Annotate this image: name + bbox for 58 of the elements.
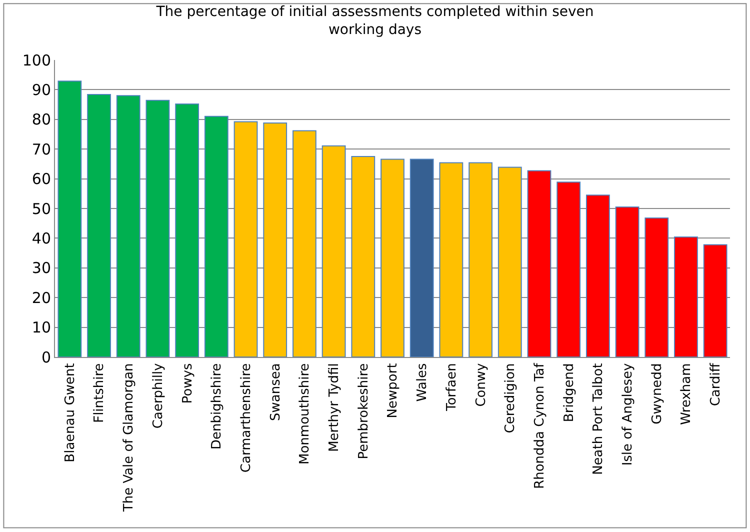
bar bbox=[498, 166, 522, 357]
y-tick-label: 10 bbox=[32, 318, 51, 337]
x-tick-label: Denbighshire bbox=[210, 363, 225, 450]
x-tick-label: The Vale of Glamorgan bbox=[122, 363, 137, 513]
x-tick-label: Wrexham bbox=[679, 363, 694, 425]
y-tick-label: 60 bbox=[32, 170, 51, 188]
x-tick-label: Blaenau Gwent bbox=[62, 363, 78, 462]
bar bbox=[410, 158, 434, 357]
bar bbox=[175, 103, 200, 357]
bar bbox=[292, 130, 316, 357]
y-tick-label: 20 bbox=[32, 288, 51, 307]
bar bbox=[380, 158, 404, 357]
y-tick-label: 70 bbox=[32, 140, 51, 158]
x-tick-label: Torfaen bbox=[444, 363, 460, 412]
x-tick-label: Isle of Anglesey bbox=[620, 362, 636, 466]
bar bbox=[146, 100, 170, 357]
bar bbox=[351, 156, 376, 357]
x-tick-label: Monmouthshire bbox=[298, 363, 313, 464]
y-tick-label: 40 bbox=[32, 229, 51, 248]
bar bbox=[322, 145, 346, 357]
x-tick-label: Wales bbox=[415, 362, 430, 402]
x-tick-label: Cardiff bbox=[708, 362, 724, 406]
bar bbox=[644, 218, 669, 357]
bar bbox=[586, 194, 610, 357]
x-tick-label: Carmarthenshire bbox=[238, 363, 254, 473]
bar bbox=[116, 95, 140, 357]
bar bbox=[556, 182, 581, 357]
y-tick-label: 30 bbox=[32, 259, 51, 278]
bar bbox=[527, 170, 552, 357]
x-tick-label: Conwy bbox=[474, 362, 489, 407]
chart-title: The percentage of initial assessments completed within seven working days bbox=[155, 4, 594, 38]
bar bbox=[87, 94, 111, 357]
x-tick-label: Swansea bbox=[268, 363, 284, 422]
y-tick-label: 90 bbox=[32, 80, 51, 99]
bar bbox=[439, 162, 464, 357]
bar bbox=[234, 121, 258, 357]
x-tick-label: Neath Port Talbot bbox=[591, 363, 606, 475]
bar bbox=[615, 206, 640, 357]
x-tick-label: Rhondda Cynon Taf bbox=[532, 362, 548, 489]
bar bbox=[58, 80, 82, 357]
y-tick-label: 100 bbox=[22, 51, 51, 70]
bar bbox=[204, 116, 228, 357]
bar bbox=[468, 162, 492, 357]
x-tick-label: Bridgend bbox=[562, 363, 577, 422]
x-tick-label: Ceredigion bbox=[503, 363, 518, 434]
x-tick-label: Pembrokeshire bbox=[356, 363, 372, 460]
y-tick-label: 0 bbox=[41, 348, 51, 366]
x-tick-label: Gwynedd bbox=[650, 363, 665, 424]
bar bbox=[263, 122, 288, 357]
bar bbox=[674, 236, 698, 357]
x-tick-label: Newport bbox=[386, 363, 401, 418]
bar bbox=[703, 244, 728, 357]
x-tick-label: Flintshire bbox=[92, 363, 108, 423]
x-tick-label: Merthyr Tydfil bbox=[327, 363, 342, 452]
y-tick-label: 80 bbox=[32, 110, 51, 129]
x-tick-label: Caerphilly bbox=[150, 362, 166, 429]
y-tick-label: 50 bbox=[32, 200, 51, 218]
x-tick-label: Powys bbox=[180, 362, 196, 404]
